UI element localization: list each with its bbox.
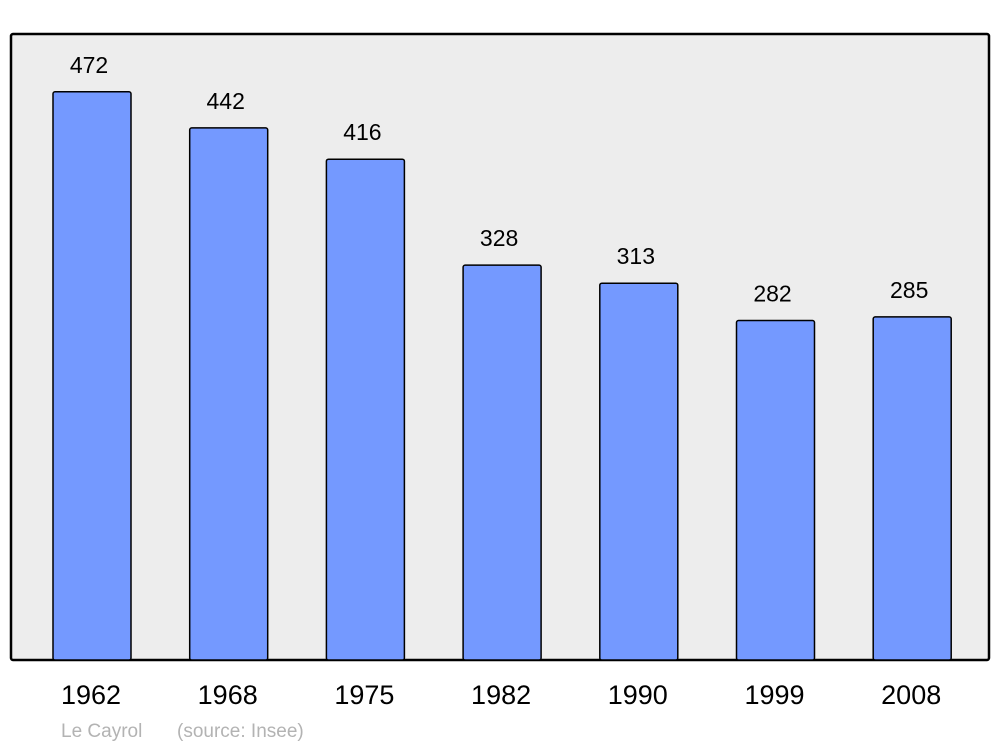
x-tick-label-1962: 1962	[61, 680, 121, 710]
bar-1968	[188, 127, 269, 661]
footer-source: (source: Insee)	[177, 721, 304, 742]
bar-1999	[735, 319, 816, 661]
footer-place: Le Cayrol	[61, 721, 142, 742]
x-tick-label-1982: 1982	[471, 680, 531, 710]
value-label-1982: 328	[480, 225, 518, 251]
x-tick-label-1999: 1999	[744, 680, 804, 710]
bar-1990	[599, 282, 679, 661]
bar-1962	[52, 91, 132, 661]
value-label-1999: 282	[753, 281, 791, 307]
bar-2008	[872, 316, 952, 661]
x-tick-label-2008: 2008	[881, 680, 941, 710]
bar-1975	[325, 158, 406, 661]
x-tick-label-1990: 1990	[608, 680, 668, 710]
value-label-1962: 472	[70, 52, 108, 78]
x-tick-label-1975: 1975	[334, 680, 394, 710]
value-label-1968: 442	[207, 88, 245, 114]
x-tick-label-1968: 1968	[198, 680, 258, 710]
value-label-2008: 285	[890, 277, 928, 303]
value-label-1975: 416	[343, 119, 381, 145]
value-label-1990: 313	[617, 243, 655, 269]
bar-1982	[462, 264, 542, 661]
